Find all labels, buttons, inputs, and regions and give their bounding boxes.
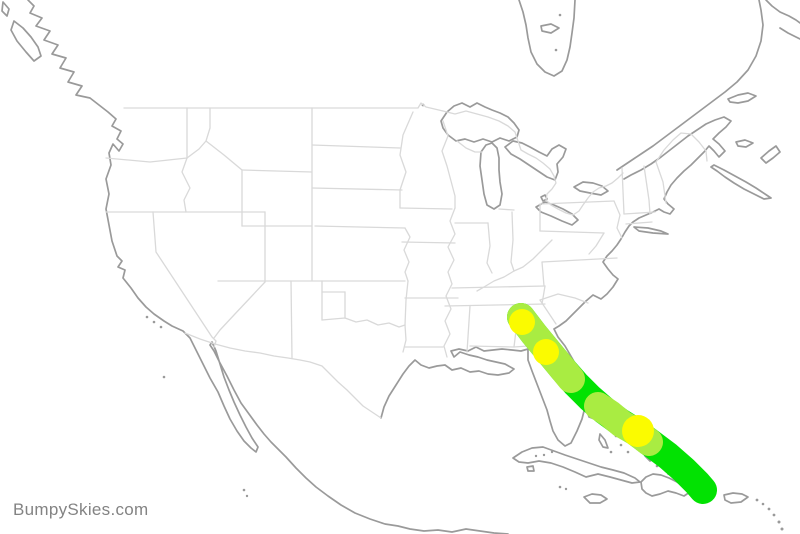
border-wi-west bbox=[441, 120, 456, 209]
border-nv-az bbox=[213, 281, 266, 339]
us-mexico-border bbox=[184, 332, 382, 419]
haida-gwaii-island bbox=[1, 1, 10, 17]
border-delaware-river bbox=[613, 200, 623, 239]
border-nc-ga-west bbox=[541, 285, 546, 305]
border-tx-la bbox=[402, 324, 407, 353]
border-al-fl bbox=[469, 345, 515, 348]
border-mn-west bbox=[399, 111, 414, 209]
border-or-id bbox=[181, 157, 191, 213]
akimiski-island bbox=[540, 23, 560, 34]
prince-edward-island bbox=[735, 139, 754, 148]
flight-route-overlay bbox=[507, 303, 717, 504]
border-mississippi-river bbox=[443, 207, 456, 358]
state-borders-layer bbox=[105, 102, 708, 419]
border-mi-in-oh bbox=[498, 208, 515, 211]
border-ca-nv-az bbox=[152, 211, 217, 348]
border-nh-me bbox=[655, 161, 667, 204]
lake-erie bbox=[535, 201, 579, 226]
border-va-nc bbox=[541, 257, 618, 263]
border-wi-mi bbox=[456, 140, 483, 153]
james-bay bbox=[518, 0, 576, 77]
border-vt-nh bbox=[643, 165, 651, 215]
route-spot-yellow-2 bbox=[622, 415, 654, 447]
border-ny-pa bbox=[539, 200, 615, 205]
labrador-coast bbox=[765, 0, 800, 24]
border-wa-or bbox=[105, 157, 188, 163]
lake-michigan bbox=[479, 142, 503, 210]
cuba bbox=[512, 446, 641, 484]
pacific-coastline bbox=[27, 0, 509, 534]
border-ne-ks bbox=[314, 225, 406, 229]
st-lawrence-north-shore bbox=[616, 0, 764, 171]
border-il-in bbox=[486, 222, 493, 274]
border-red-river bbox=[344, 317, 406, 328]
border-id-mt-south bbox=[205, 140, 243, 171]
cape-breton-island bbox=[760, 145, 781, 164]
lake-ontario bbox=[573, 181, 609, 196]
small-islands bbox=[145, 13, 784, 531]
nova-scotia bbox=[710, 164, 772, 200]
border-ar-west bbox=[404, 280, 409, 326]
lake-huron bbox=[504, 140, 567, 181]
border-mt-wy bbox=[241, 169, 313, 173]
jamaica bbox=[583, 493, 608, 504]
border-tn-south bbox=[444, 303, 546, 307]
lake-superior bbox=[440, 102, 520, 143]
border-nd-sd bbox=[311, 144, 401, 149]
border-nc-tn-west bbox=[541, 261, 545, 287]
border-pa-md bbox=[539, 230, 605, 234]
isle-of-youth bbox=[526, 465, 535, 472]
border-ms-al bbox=[466, 305, 471, 353]
border-nc-sc bbox=[539, 293, 589, 304]
border-ga-sc bbox=[539, 299, 557, 325]
newfoundland-edge bbox=[779, 27, 800, 40]
border-ma-north bbox=[623, 211, 656, 215]
border-sd-ne bbox=[311, 187, 403, 191]
us-canada-border bbox=[123, 102, 444, 112]
border-id-mt bbox=[186, 107, 211, 159]
border-ma-ct-ri bbox=[625, 221, 653, 225]
long-island bbox=[633, 226, 669, 235]
border-missouri-river bbox=[403, 227, 411, 282]
border-ny-newengland bbox=[621, 167, 625, 215]
border-tx-top bbox=[321, 317, 346, 321]
puerto-rico bbox=[723, 492, 749, 504]
border-ky-tn bbox=[451, 285, 546, 289]
vancouver-island bbox=[10, 20, 42, 62]
border-ia-mo bbox=[401, 241, 456, 244]
andros-island bbox=[598, 433, 609, 449]
route-spot-yellow-0 bbox=[509, 309, 535, 335]
border-mn-ia bbox=[399, 207, 453, 210]
border-in-oh bbox=[510, 211, 515, 272]
border-az-nm bbox=[290, 280, 293, 359]
bumpyskies-watermark: BumpySkies.com bbox=[13, 500, 149, 519]
us-canada-border-lakes bbox=[442, 110, 624, 216]
border-maine-north bbox=[655, 132, 708, 163]
border-potomac bbox=[588, 232, 605, 255]
anticosti-island bbox=[727, 92, 757, 104]
route-spot-yellow-1 bbox=[533, 339, 559, 365]
gulf-and-atlantic-coastline bbox=[380, 116, 732, 447]
border-ohio-river bbox=[476, 239, 553, 292]
